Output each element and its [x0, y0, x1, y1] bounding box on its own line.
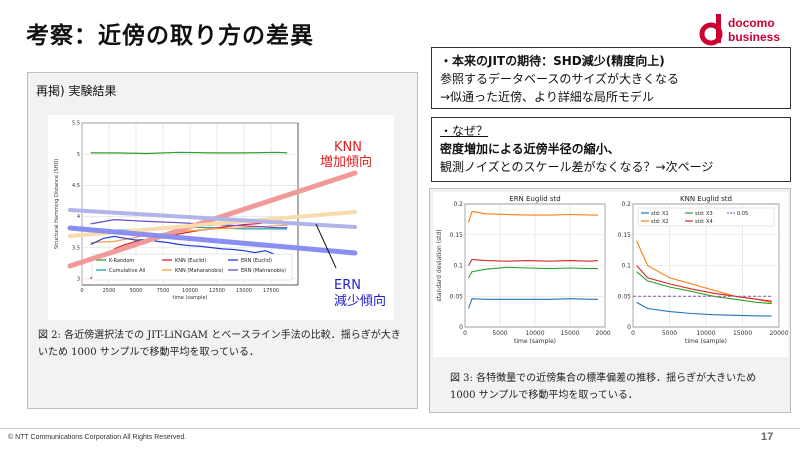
chart-title: ERN Euglid std — [509, 195, 560, 203]
legend-label: std: X2 — [651, 219, 669, 225]
y-tick-label: 0.1 — [621, 263, 631, 270]
expectation-box: ・本来のJITの期待：SHD減少(精度向上) 参照するデータベースのサイズが大き… — [431, 47, 791, 109]
x-tick-label: 20000 — [595, 330, 611, 337]
why-line-3: 観測ノイズとのスケール差がなくなる？→次ページ — [440, 160, 714, 174]
x-tick-label: 0 — [463, 330, 467, 337]
shd-line-chart: 0 2500 5000 7500 10000 12500 15000 17500 3 3.5 4 4.… — [54, 121, 299, 301]
legend-label: std: X1 — [651, 211, 669, 217]
y-tick-label: 0.05 — [450, 293, 464, 300]
y-tick-label: 0.1 — [453, 263, 463, 270]
x-tick-label: 5000 — [492, 330, 507, 337]
x-axis-label: time (sample) — [173, 295, 208, 301]
x-tick-label: 5000 — [130, 288, 143, 294]
legend-label: 0.05 — [737, 211, 748, 217]
chart-title: KNN Euglid std — [680, 195, 732, 203]
why-box: ・なぜ？ 密度増加による近傍半径の縮小、 観測ノイズとのスケール差がなくなる？→… — [431, 117, 791, 182]
x-tick-label: 10000 — [696, 330, 715, 337]
legend-label: KNN (Euclid) — [175, 258, 206, 264]
series-line — [468, 266, 598, 279]
legend-box — [637, 207, 775, 227]
x-axis-label: time (sample) — [685, 338, 727, 345]
logo-wordmark-docomo: docomo — [728, 16, 775, 30]
series-line — [468, 258, 599, 266]
y-tick-label: 5 — [77, 152, 80, 158]
legend-label: std: X3 — [695, 211, 713, 217]
std-chart-figure: 0 5000 10000 15000 20000 0 0.05 0.1 0.15 0.2 time … — [433, 192, 788, 357]
series-line — [636, 265, 772, 302]
docomo-business-logo: docomo business — [697, 13, 789, 47]
y-tick-label: 0.15 — [618, 232, 632, 239]
page-number: 17 — [761, 431, 774, 443]
legend-label: ERN (Euclid) — [241, 258, 272, 264]
series-line — [636, 301, 772, 317]
legend-label: K-Random — [109, 258, 134, 264]
y-tick-label: 3.5 — [72, 245, 80, 251]
legend-label: ERN (Mahranobis) — [241, 268, 286, 274]
x-tick-label: 20000 — [769, 330, 788, 337]
expectation-heading: ・本来のJITの期待：SHD減少(精度向上) — [440, 54, 665, 68]
y-axis-label: Structural Hamming Distance (SHD) — [54, 159, 60, 249]
x-tick-label: 12500 — [209, 288, 225, 294]
x-tick-label: 10000 — [525, 330, 544, 337]
y-tick-label: 5.5 — [72, 121, 80, 127]
x-tick-label: 5000 — [662, 330, 677, 337]
y-tick-label: 0.2 — [453, 201, 463, 208]
y-axis-label: standard deviation (std) — [436, 229, 443, 301]
x-tick-label: 15000 — [733, 330, 752, 337]
x-tick-label: 2500 — [103, 288, 116, 294]
logo-wordmark-business: business — [728, 30, 781, 44]
std-figure-panel: 0 5000 10000 15000 20000 0 0.05 0.1 0.15 0.2 time … — [429, 188, 791, 413]
expectation-line-3: →似通った近傍、より詳細な局所モデル — [440, 90, 654, 104]
knn-std-chart: 0 5000 10000 15000 20000 0 0.05 0.1 0.15 0.2 time … — [618, 195, 788, 345]
figure-3-caption: 図 3: 各特徴量での近傍集合の標準偏差の推移．揺らぎが大きいため 1000 サ… — [450, 373, 757, 401]
x-tick-label: 15000 — [560, 330, 579, 337]
y-tick-label: 0.2 — [621, 201, 631, 208]
y-tick-label: 0 — [459, 324, 463, 331]
series-line — [467, 210, 598, 223]
why-line-2: 密度増加による近傍半径の縮小、 — [440, 142, 620, 156]
y-tick-label: 0 — [627, 324, 631, 331]
slide-title: 考察：近傍の取り方の差異 — [26, 23, 314, 49]
copyright-text: © NTT Communications Corporation All Rig… — [8, 434, 187, 441]
footer-divider — [0, 428, 800, 429]
docomo-logo-icon — [699, 14, 723, 46]
x-tick-label: 0 — [631, 330, 635, 337]
x-tick-label: 10000 — [182, 288, 198, 294]
shd-chart-figure: 0 2500 5000 7500 10000 12500 15000 17500 3 3.5 4 4.… — [48, 115, 394, 320]
series-line — [90, 151, 288, 155]
series-line — [467, 298, 598, 309]
series-line — [636, 271, 772, 305]
x-tick-label: 15000 — [236, 288, 252, 294]
y-tick-label: 4 — [77, 214, 80, 220]
x-tick-label: 17500 — [263, 288, 279, 294]
x-tick-label: 7500 — [157, 288, 170, 294]
figure-2-caption: 図 2: 各近傍選択法での JIT-LiNGAM とベースライン手法の比較．揺ら… — [38, 330, 401, 358]
x-tick-label: 0 — [80, 288, 83, 294]
y-tick-label: 0.15 — [450, 232, 464, 239]
legend-label: KNN (Maharanobis) — [175, 268, 223, 274]
y-tick-label: 4.5 — [72, 183, 80, 189]
experiment-results-panel: 再掲) 実験結果 0 2500 5000 7500 10000 12500 15000 175… — [27, 72, 418, 409]
expectation-line-2: 参照するデータベースのサイズが大きくなる — [440, 72, 680, 86]
legend-label: Cumulative All — [109, 268, 145, 274]
y-tick-label: 3 — [77, 276, 80, 282]
ern-std-chart: 0 5000 10000 15000 20000 0 0.05 0.1 0.15 0.2 time … — [436, 195, 611, 345]
panel-heading: 再掲) 実験結果 — [36, 84, 117, 98]
y-tick-label: 0.05 — [618, 293, 632, 300]
why-heading: ・なぜ？ — [440, 124, 489, 138]
legend-label: std: X4 — [695, 219, 713, 225]
x-axis-label: time (sample) — [514, 338, 556, 345]
